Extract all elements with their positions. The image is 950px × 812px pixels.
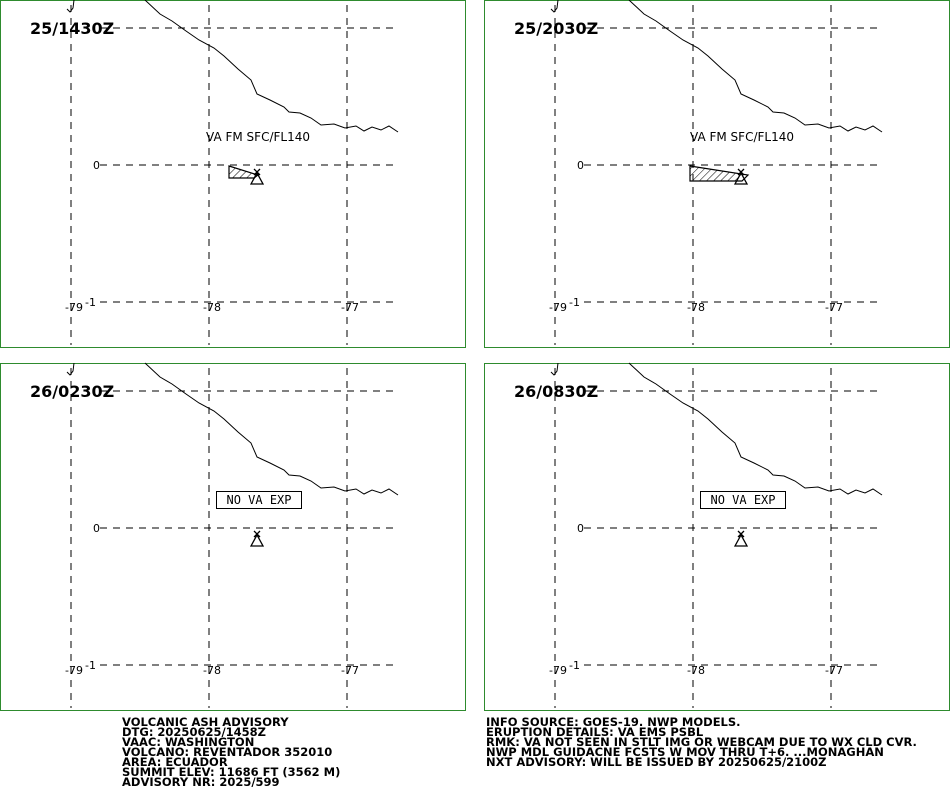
lon-label: -77 [825,664,843,677]
valid-time: 25/2030Z [514,19,598,38]
advisory-line: ERUPTION DETAILS: VA EMS PSBL [486,725,704,739]
lon-label: -78 [687,301,705,314]
lat-label: -1 [85,296,96,309]
advisory-line: VOLCANO: REVENTADOR 352010 [122,745,332,759]
advisory-line: AREA: ECUADOR [122,755,228,769]
lat-label: -1 [569,659,580,672]
coastline [66,362,75,376]
advisory-line: NWP MDL GUIDACNE FCSTS W MOV THRU T+6. .… [486,745,884,759]
advisory-line: NXT ADVISORY: WILL BE ISSUED BY 20250625… [486,755,827,769]
volcano-symbol [249,168,265,185]
coastline [144,0,399,133]
volcano-symbol [249,530,265,547]
lon-label: -78 [687,664,705,677]
lon-label: -77 [825,301,843,314]
ash-label: NO VA EXP [710,493,775,507]
lat-label: -1 [85,659,96,672]
coastline [550,0,559,13]
volcano-symbol [733,530,749,547]
lat-label: 0 [577,522,584,535]
lon-label: -78 [203,664,221,677]
lon-label: -79 [65,664,83,677]
lon-label: -77 [341,301,359,314]
volcano-symbol [733,168,749,185]
panel-border [0,363,466,711]
valid-time: 26/0830Z [514,382,598,401]
map-panel: 25/1430Z 0 -1-79 -78 -77 VA FM SFC/FL140 [0,0,466,348]
advisory-line: VOLCANIC ASH ADVISORY [122,715,289,729]
panel-border [0,0,466,348]
panel-border [484,363,950,711]
lat-label: 0 [93,159,100,172]
coastline [144,362,399,496]
advisory-line: SUMMIT ELEV: 11686 FT (3562 M) [122,765,340,779]
lon-label: -79 [65,301,83,314]
lon-label: -77 [341,664,359,677]
coastline [628,362,883,496]
coastline [628,0,883,133]
advisory-line: ADVISORY NR: 2025/599 [122,775,280,789]
map-panel: 26/0830Z 0 -1-79 -78 -77 NO VA EXP [484,362,950,711]
lon-label: -79 [549,664,567,677]
lat-label: 0 [577,159,584,172]
lon-label: -78 [203,301,221,314]
advisory-line: DTG: 20250625/1458Z [122,725,266,739]
lat-label: -1 [569,296,580,309]
ash-label: NO VA EXP [226,493,291,507]
coastline [550,362,559,376]
ash-area [228,165,260,179]
map-panel: 25/2030Z 0 -1-79 -78 -77 VA FM SFC/FL140 [484,0,950,348]
valid-time: 26/0230Z [30,382,114,401]
ash-area [689,165,750,182]
label-box [216,491,302,509]
ash-label: VA FM SFC/FL140 [690,130,794,144]
lat-label: 0 [93,522,100,535]
coastline [66,0,75,13]
valid-time: 25/1430Z [30,19,114,38]
ash-label: VA FM SFC/FL140 [206,130,310,144]
advisory-line: RMK: VA NOT SEEN IN STLT IMG OR WEBCAM D… [486,735,917,749]
lon-label: -79 [549,301,567,314]
advisory-line: INFO SOURCE: GOES-19. NWP MODELS. [486,715,741,729]
map-panel: 26/0230Z 0 -1-79 -78 -77 NO VA EXP [0,362,466,711]
advisory-line: VAAC: WASHINGTON [122,735,254,749]
label-box [700,491,786,509]
